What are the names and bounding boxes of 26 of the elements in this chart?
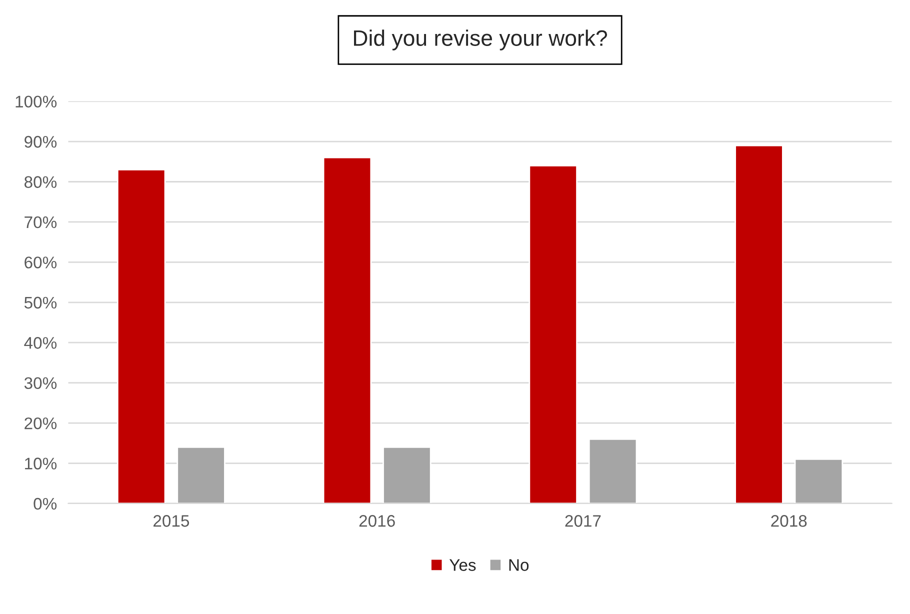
bar (794, 458, 844, 504)
x-tick-label: 2017 (565, 515, 601, 527)
legend-label: Yes (449, 559, 476, 571)
x-tick-label: 2018 (771, 515, 807, 527)
y-tick-label: 70% (24, 216, 57, 228)
y-tick-label: 20% (24, 417, 57, 430)
y-tick-label: 30% (24, 377, 57, 390)
bar (116, 168, 166, 504)
y-tick-label: 90% (24, 136, 57, 148)
bar (734, 144, 784, 504)
bar (322, 156, 372, 504)
bar (588, 438, 638, 504)
y-tick-label: 40% (24, 337, 57, 349)
y-tick-label: 50% (24, 296, 57, 309)
x-tick-label: 2016 (359, 515, 395, 527)
legend-label: No (509, 559, 529, 571)
chart-title: Did you revise your work? (354, 30, 608, 50)
y-tick-label: 0% (34, 498, 57, 510)
bar (528, 164, 578, 504)
y-tick-label: 60% (24, 256, 57, 268)
y-tick-label: 100% (16, 96, 57, 108)
x-tick-label: 2015 (153, 515, 190, 527)
y-tick-label: 10% (25, 458, 57, 470)
bar (382, 446, 432, 504)
bar (176, 446, 226, 504)
y-tick-label: 80% (24, 176, 57, 188)
